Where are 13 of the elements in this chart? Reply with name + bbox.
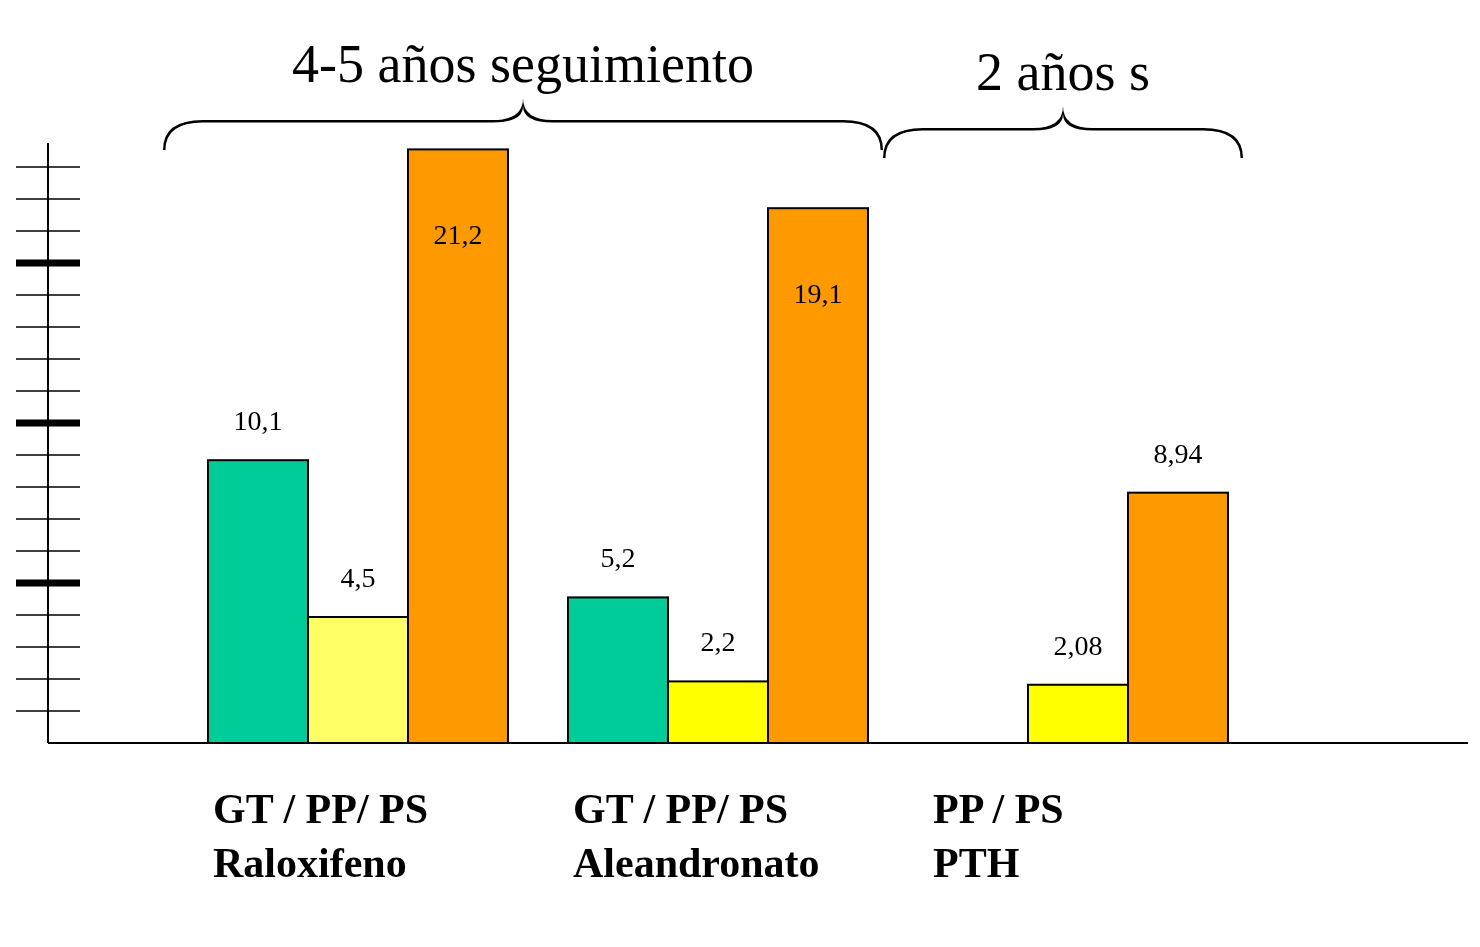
text: 4-5 años seguimiento — [292, 34, 754, 94]
data-label: 10,1 — [233, 405, 283, 437]
x-tick-label: GT / PP/ PS Aleandronato — [573, 786, 820, 886]
data-label: 4,5 — [340, 562, 376, 593]
x-tick-label: GT / PP/ PS Raloxifeno — [213, 786, 429, 886]
data-label: 2,08 — [1053, 629, 1103, 661]
data-label: 5,2 — [600, 542, 636, 574]
data-label: 19,1 — [793, 278, 843, 310]
data-label: 21,2 — [433, 219, 483, 251]
data-label: 8,94 — [1153, 437, 1203, 469]
data-label: 2,2 — [700, 626, 736, 658]
x-tick-label: PP / PS PTH — [933, 786, 1064, 886]
text: 2 años s — [976, 42, 1150, 102]
